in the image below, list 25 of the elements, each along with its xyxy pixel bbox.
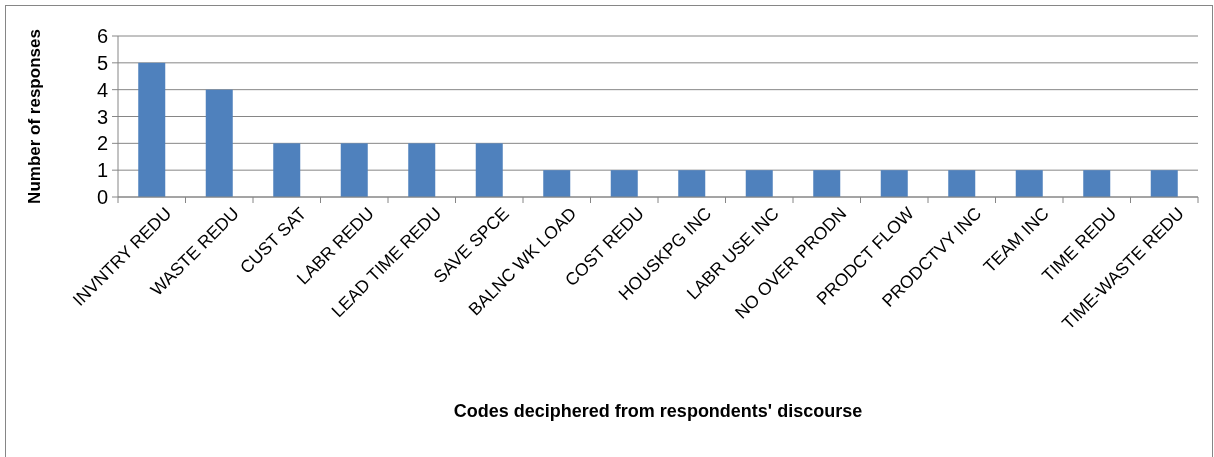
bar xyxy=(543,170,571,197)
bar xyxy=(475,143,503,197)
y-tick-label: 4 xyxy=(96,78,108,101)
y-tick-label: 2 xyxy=(96,132,108,155)
bar xyxy=(948,170,976,197)
bar xyxy=(678,170,706,197)
bar xyxy=(1150,170,1178,197)
y-tick-label: 3 xyxy=(96,105,108,128)
bar xyxy=(745,170,773,197)
bar xyxy=(138,62,166,197)
bar xyxy=(273,143,301,197)
x-axis-title: Codes deciphered from respondents' discourse xyxy=(453,401,863,421)
y-tick-label: 1 xyxy=(96,159,108,182)
y-tick-label: 0 xyxy=(96,186,108,208)
bar xyxy=(1083,170,1111,197)
bar xyxy=(340,143,368,197)
y-axis-title: Number of responses xyxy=(25,29,44,204)
bar xyxy=(880,170,908,197)
bar xyxy=(1015,170,1043,197)
y-tick-label: 6 xyxy=(96,25,108,47)
bar xyxy=(205,89,233,197)
y-tick-label: 5 xyxy=(96,51,108,74)
bar xyxy=(610,170,638,197)
bar xyxy=(813,170,841,197)
bar xyxy=(408,143,436,197)
